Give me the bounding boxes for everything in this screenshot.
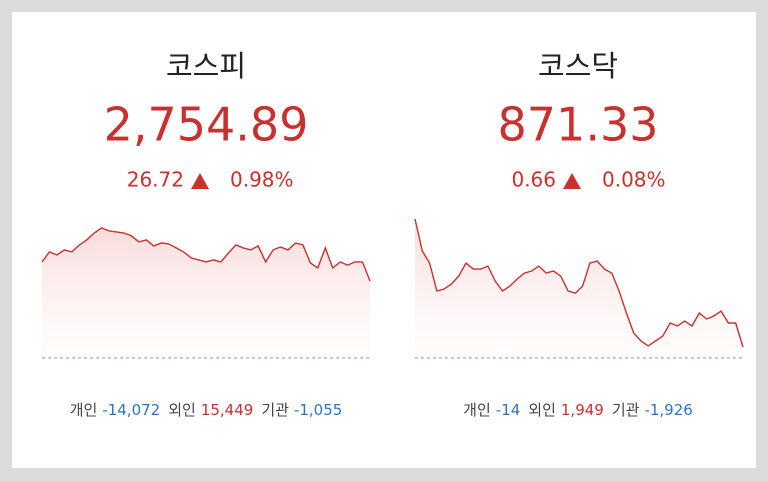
price-line [41,227,371,282]
investor-value: 1,949 [561,401,604,419]
change-rate: 0.08% [602,168,666,192]
index-price: 871.33 [498,98,659,152]
investor-value: 15,449 [201,401,254,419]
investor-flow: 개인 -14 외인 1,949 기관 -1,926 [463,401,693,419]
investor-value: -1,926 [644,401,692,419]
change-rate: 0.98% [230,168,294,192]
change-value: 0.66 [511,168,556,192]
up-triangle [191,173,209,189]
investor-value: -1,055 [294,401,342,419]
up-triangle [563,173,581,189]
index-title: 코스피 [166,49,246,83]
investor-label: 외인 [168,401,196,419]
investor-flow: 개인 -14,072 외인 15,449 기관 -1,055 [70,401,343,419]
investor-label: 개인 [70,401,98,419]
investor-label: 외인 [528,401,556,419]
change-value: 26.72 [127,168,184,192]
area-fill [415,219,743,358]
investor-value: -14 [496,401,521,419]
investor-label: 기관 [612,401,640,419]
index-title: 코스닥 [538,49,618,83]
price-line [414,218,744,348]
area-fill [42,227,370,358]
investor-value: -14,072 [102,401,160,419]
investor-label: 기관 [261,401,289,419]
investor-label: 개인 [463,401,491,419]
index-price: 2,754.89 [104,98,309,152]
